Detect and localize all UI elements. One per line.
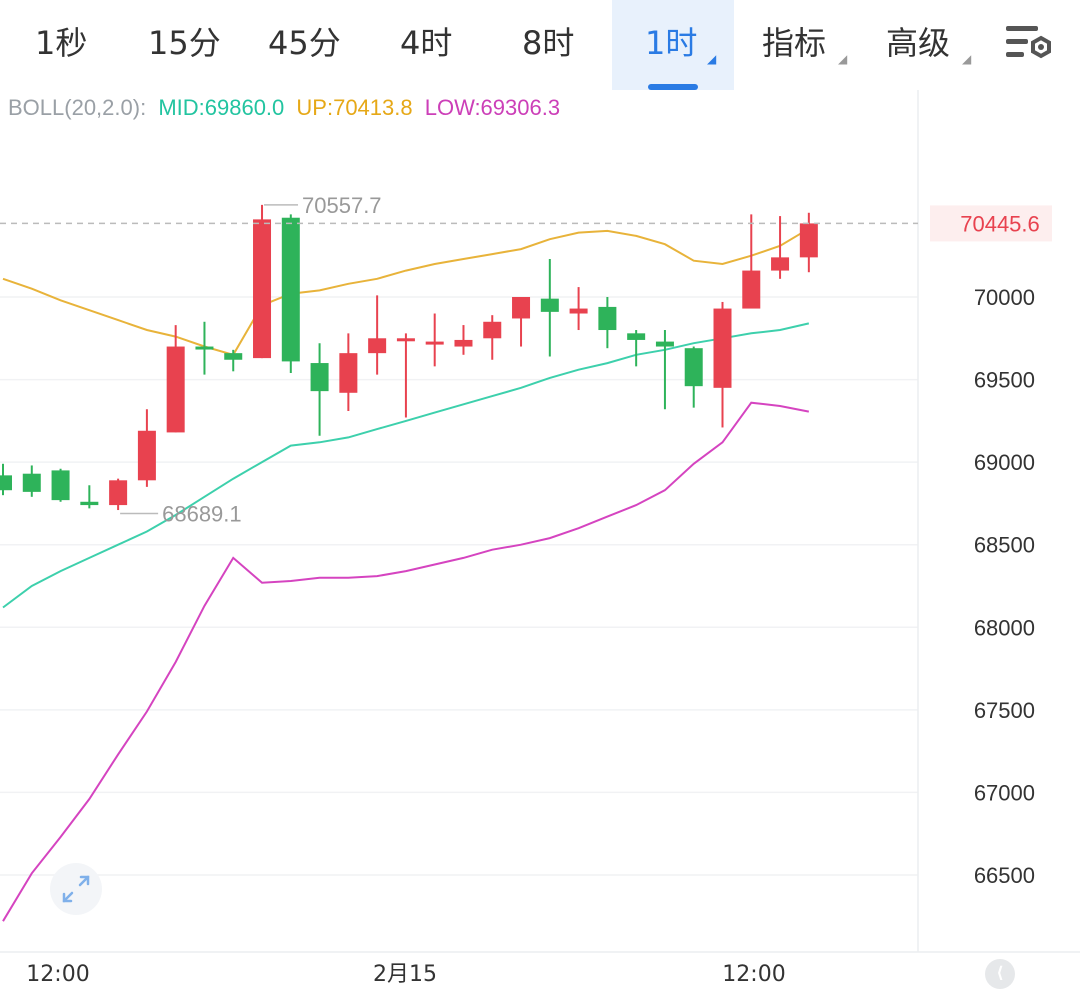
price-tick-label: 68000 xyxy=(974,615,1035,640)
tab-1h[interactable]: 1时 ◢ xyxy=(612,0,734,90)
candle-body xyxy=(80,501,99,506)
high-price-label: 70557.7 xyxy=(302,193,382,218)
candle-body xyxy=(253,219,272,359)
dropdown-triangle-icon: ◢ xyxy=(962,52,972,66)
candle-body xyxy=(195,346,214,350)
tab-15m[interactable]: 15分 xyxy=(148,0,221,90)
candle-body xyxy=(281,217,300,362)
candle-body xyxy=(310,363,329,392)
candle-body xyxy=(0,475,12,491)
dropdown-triangle-icon: ◢ xyxy=(838,52,848,66)
bollinger-bands xyxy=(2,227,810,922)
lower-band-line xyxy=(2,401,810,922)
low-price-label: 68689.1 xyxy=(162,501,242,526)
candle-body xyxy=(540,298,559,312)
tab-label: 1秒 xyxy=(35,24,88,62)
timeframe-tab-bar: 1秒 15分 45分 4时 8时 1时 ◢ 指标 ◢ 高级 ◢ xyxy=(0,0,1080,90)
price-tick-label: 67500 xyxy=(974,698,1035,723)
boll-up-value: UP:70413.8 xyxy=(296,95,413,120)
active-tab-indicator xyxy=(648,84,698,90)
tab-label: 4时 xyxy=(400,24,453,62)
upper-band-line xyxy=(2,227,810,356)
candle-body xyxy=(368,338,387,354)
tab-label: 45分 xyxy=(268,24,341,62)
chart-annotations: 70445.6 70557.7 68689.1 xyxy=(0,193,1052,526)
candle-body xyxy=(51,470,70,501)
candle-body xyxy=(454,339,473,347)
candle-body xyxy=(512,297,531,319)
candle-body xyxy=(166,346,185,433)
candle-body xyxy=(713,308,732,388)
tab-indicators[interactable]: 指标 ◢ xyxy=(762,0,852,90)
price-tick-label: 68500 xyxy=(974,533,1035,558)
tab-label: 1时 xyxy=(645,24,698,62)
time-tick-label: 2月15 xyxy=(373,962,437,987)
tab-label: 15分 xyxy=(148,24,221,62)
candle-body xyxy=(224,353,243,360)
boll-mid-value: MID:69860.0 xyxy=(158,95,285,120)
scroll-to-latest-button[interactable]: ⟨ xyxy=(985,959,1015,989)
price-tick-label: 69500 xyxy=(974,368,1035,393)
price-axis: 70000 69500 69000 68500 68000 67500 67000 66500 xyxy=(974,285,1035,888)
candle-body xyxy=(569,308,588,314)
candle-body xyxy=(799,223,818,258)
price-tick-label: 67000 xyxy=(974,780,1035,805)
tab-8h[interactable]: 8时 xyxy=(522,0,574,90)
candles xyxy=(0,204,818,511)
mid-band-line xyxy=(2,322,810,609)
tab-1s[interactable]: 1秒 xyxy=(35,0,87,90)
time-tick-label: 12:00 xyxy=(26,962,89,987)
candle-body xyxy=(22,473,41,492)
price-tick-label: 66500 xyxy=(974,863,1035,888)
candle-body xyxy=(742,270,761,309)
tab-label: 8时 xyxy=(522,24,575,62)
current-price-label: 70445.6 xyxy=(960,211,1040,236)
candle-body xyxy=(109,480,128,506)
candlestick-chart[interactable]: 70000 69500 69000 68500 68000 67500 67000 66500… xyxy=(0,90,1080,997)
candle-body xyxy=(655,341,674,347)
tab-label: 指标 xyxy=(762,24,827,62)
boll-params: BOLL(20,2.0): xyxy=(8,95,147,120)
time-tick-label: 12:00 xyxy=(722,962,785,987)
tab-advanced[interactable]: 高级 ◢ xyxy=(886,0,976,90)
price-tick-label: 69000 xyxy=(974,450,1035,475)
fullscreen-button[interactable] xyxy=(50,863,102,915)
boll-indicator-readout: BOLL(20,2.0): MID:69860.0 UP:70413.8 LOW… xyxy=(8,95,566,121)
candle-body xyxy=(483,321,502,339)
time-axis: 12:00 2月15 12:00 xyxy=(26,962,785,987)
candle-body xyxy=(339,353,358,393)
chart-settings-icon[interactable] xyxy=(1004,22,1056,66)
price-tick-label: 70000 xyxy=(974,285,1035,310)
tab-45m[interactable]: 45分 xyxy=(268,0,341,90)
candle-body xyxy=(598,306,617,331)
candle-body xyxy=(137,430,156,481)
chart-grid xyxy=(0,90,1080,953)
candle-body xyxy=(771,257,790,271)
expand-icon xyxy=(62,875,90,903)
boll-low-value: LOW:69306.3 xyxy=(424,95,561,120)
tab-4h[interactable]: 4时 xyxy=(400,0,452,90)
candle-body xyxy=(684,348,703,387)
candle-body xyxy=(396,338,415,342)
dropdown-triangle-icon: ◢ xyxy=(707,52,717,66)
candle-body xyxy=(627,333,646,340)
candle-body xyxy=(425,341,444,345)
tab-label: 高级 xyxy=(886,24,951,62)
current-price-tag xyxy=(930,205,1052,242)
